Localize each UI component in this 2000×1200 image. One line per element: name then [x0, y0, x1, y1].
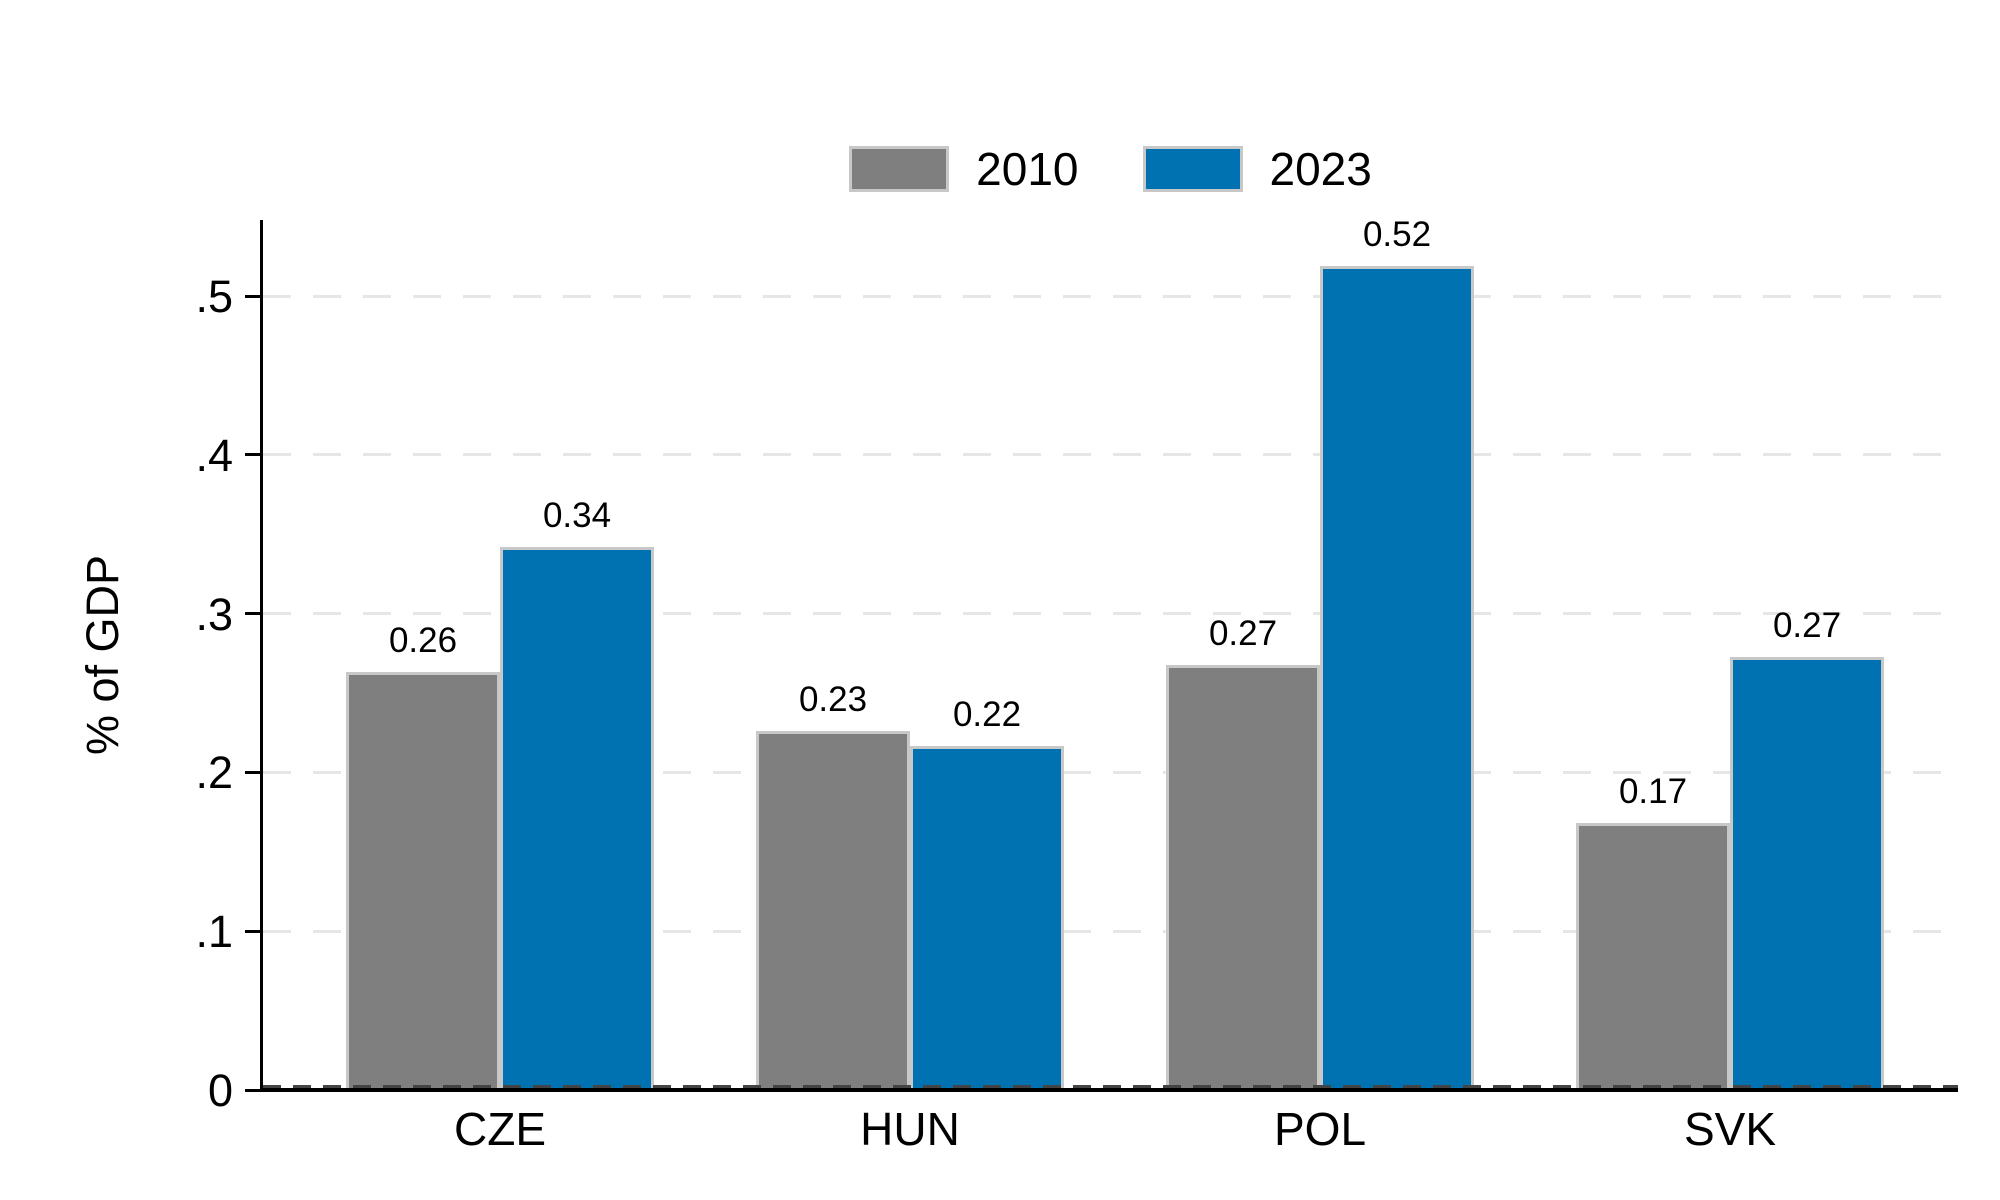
y-tick-1	[245, 929, 260, 933]
gridline-5	[263, 294, 1958, 298]
y-tick-label-3: .3	[195, 588, 233, 640]
y-tick-label-5: .5	[195, 271, 233, 323]
legend-label-2010: 2010	[976, 143, 1079, 195]
value-label-hun-2023: 0.22	[952, 694, 1022, 734]
legend-item-2023: 2023	[1142, 143, 1372, 195]
chart-legend: 2010 2023	[263, 141, 1958, 197]
gridline-3	[263, 612, 1958, 616]
bar-svk-2010	[1576, 823, 1730, 1090]
bar-hun-2023	[910, 745, 1064, 1090]
y-tick-4	[245, 453, 260, 457]
y-axis-title: % of GDP	[77, 554, 128, 756]
y-tick-label-1: .1	[195, 906, 233, 958]
y-tick-0	[245, 1088, 260, 1092]
x-axis-line	[260, 1088, 1958, 1092]
legend-item-2010: 2010	[849, 143, 1079, 195]
x-category-label-svk: SVK	[1683, 1103, 1777, 1155]
value-label-svk-2010: 0.17	[1618, 772, 1688, 812]
y-tick-3	[245, 612, 260, 616]
y-tick-label-2: .2	[195, 747, 233, 799]
bar-pol-2023	[1320, 266, 1474, 1090]
gridline-1	[263, 929, 1958, 933]
value-label-pol-2023: 0.52	[1362, 215, 1432, 255]
bar-cze-2023	[500, 547, 654, 1090]
x-category-label-cze: CZE	[454, 1103, 546, 1155]
legend-swatch-2010	[849, 146, 950, 192]
bar-svk-2023	[1730, 656, 1884, 1090]
y-tick-2	[245, 770, 260, 774]
value-label-cze-2023: 0.34	[542, 496, 612, 536]
gridline-2	[263, 770, 1958, 774]
gridline-4	[263, 453, 1958, 457]
value-label-cze-2010: 0.26	[388, 621, 458, 661]
bar-hun-2010	[756, 731, 910, 1090]
value-label-svk-2023: 0.27	[1772, 605, 1842, 645]
value-label-hun-2010: 0.23	[798, 680, 868, 720]
x-category-label-pol: POL	[1273, 1103, 1367, 1155]
y-tick-5	[245, 294, 260, 298]
bar-cze-2010	[346, 672, 500, 1090]
bar-pol-2010	[1166, 664, 1320, 1090]
y-tick-label-0: 0	[207, 1065, 233, 1116]
plot-area: 0.26 0.34 0.23 0.22 0.27 0.52 0.17 0.27 0 .1 .2 .3…	[195, 215, 1958, 1152]
zero-gridline	[263, 1085, 1958, 1088]
y-axis-line	[260, 220, 263, 1092]
value-label-pol-2010: 0.27	[1208, 613, 1278, 653]
y-tick-label-4: .4	[195, 429, 233, 481]
legend-swatch-2023	[1142, 146, 1243, 192]
legend-label-2023: 2023	[1269, 143, 1372, 195]
x-category-label-hun: HUN	[860, 1103, 960, 1155]
